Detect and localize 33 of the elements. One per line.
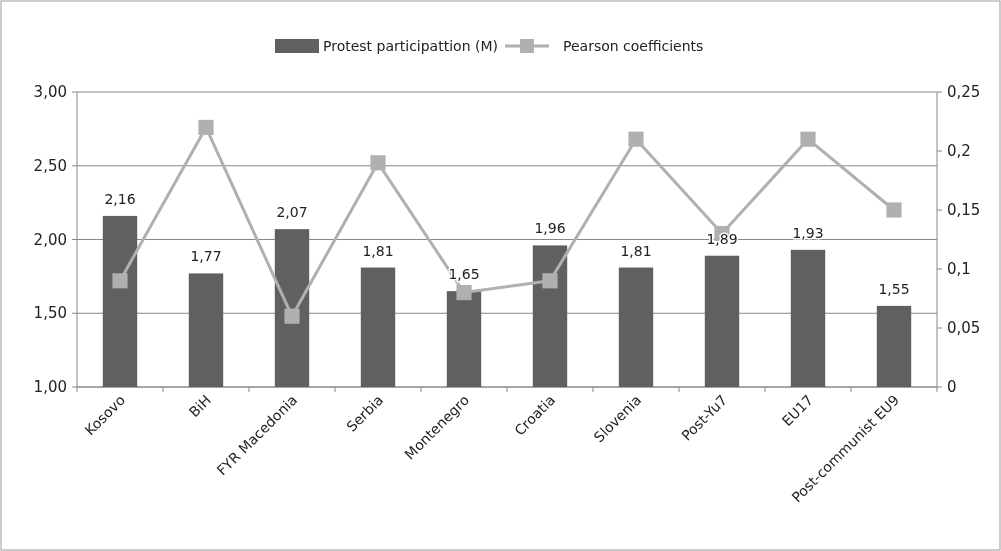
- legend-label: Protest participattion (M): [323, 38, 498, 54]
- point: [800, 131, 816, 147]
- y2-tick-label: 0,1: [947, 260, 971, 278]
- y-tick-label: 2,50: [33, 156, 67, 175]
- data-label: 1,55: [878, 280, 910, 297]
- point: [284, 308, 300, 324]
- legend-label: Pearson coefficients: [563, 38, 704, 54]
- y-tick-label: 3,00: [33, 83, 67, 101]
- y-tick-label: 1,50: [33, 304, 67, 323]
- data-label: 1,77: [190, 248, 222, 265]
- y2-tick-label: 0: [947, 378, 957, 396]
- y-tick-label: 1,00: [33, 378, 67, 396]
- data-label: 1,65: [448, 266, 480, 283]
- point: [112, 273, 128, 289]
- data-label: 1,96: [534, 220, 566, 237]
- y2-tick-label: 0,2: [947, 142, 971, 160]
- data-label: 2,16: [104, 190, 136, 207]
- y2-tick-label: 0,25: [947, 83, 981, 101]
- y2-tick-label: 0,15: [947, 201, 981, 219]
- point: [456, 285, 472, 301]
- point: [370, 155, 386, 171]
- x-tick-label: BiH: [185, 391, 215, 421]
- point: [198, 119, 214, 135]
- data-label: 1,81: [362, 242, 394, 259]
- y-tick-label: 2,00: [33, 230, 67, 249]
- data-label: 1,81: [620, 242, 652, 259]
- point: [542, 273, 558, 289]
- point: [628, 131, 644, 147]
- point: [886, 202, 902, 218]
- data-label: 2,07: [276, 204, 308, 221]
- data-label: 1,89: [706, 230, 738, 247]
- y2-tick-label: 0,05: [947, 319, 981, 337]
- data-label: 1,93: [792, 224, 824, 241]
